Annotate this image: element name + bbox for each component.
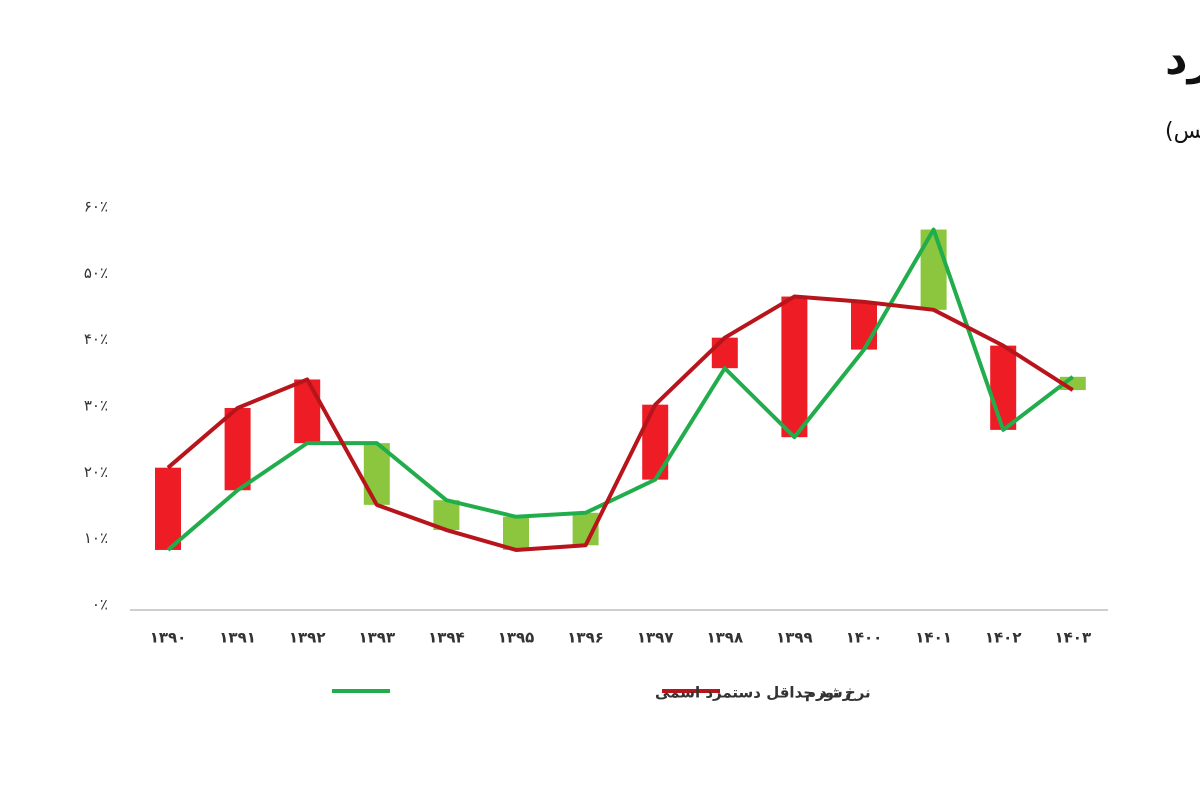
x-tick-label: ۱۳۹۳ [358, 629, 395, 647]
gap-bar [294, 379, 321, 444]
x-tick-label: ۱۳۹۵ [498, 629, 535, 647]
legend-label: رشد حداقل دستمزد اسمی [655, 684, 851, 702]
gap-bar [503, 516, 529, 550]
gap-bar [990, 345, 1017, 430]
x-tick-label: ۱۳۹۱ [219, 629, 256, 647]
chart-title: نرخ تورم و نرخ رشد حداقل دستمزد [1165, 34, 1200, 85]
x-tick-label: ۱۳۹۰ [150, 629, 187, 647]
x-tick-label: ۱۴۰۰ [846, 629, 883, 647]
y-tick-label: ۰٪ [92, 596, 108, 614]
y-tick-label: ۶۰٪ [84, 198, 108, 216]
y-tick-label: ۴۰٪ [84, 330, 108, 348]
gap-bar [224, 407, 251, 491]
x-tick-label: ۱۳۹۷ [637, 629, 674, 647]
gap-bar [363, 443, 390, 505]
x-tick-label: ۱۳۹۴ [428, 629, 465, 647]
x-tick-label: ۱۳۹۲ [289, 629, 326, 647]
gap-bar [851, 301, 877, 350]
gap-bar [711, 337, 738, 369]
series-line [166, 294, 1074, 552]
x-tick-label: ۱۴۰۱ [915, 629, 952, 647]
y-tick-label: ۳۰٪ [84, 397, 108, 415]
y-tick-label: ۵۰٪ [84, 264, 108, 282]
y-tick-label: ۱۰٪ [84, 529, 108, 547]
x-tick-label: ۱۳۹۶ [567, 629, 604, 647]
x-tick-label: ۱۳۹۸ [706, 629, 743, 647]
x-tick-label: ۱۳۹۹ [776, 629, 813, 647]
y-tick-label: ۲۰٪ [84, 463, 108, 481]
gap-bar [155, 467, 181, 550]
legend-label: نرخ تورم [805, 684, 871, 702]
gap-bar [781, 296, 808, 438]
chart-subtitle: (واحد : درصد- منبع : مرکز پژوهش‌های مجلس… [1165, 119, 1200, 144]
series-line [166, 227, 1075, 552]
x-tick-label: ۱۴۰۲ [985, 629, 1022, 647]
x-tick-label: ۱۴۰۳ [1054, 629, 1091, 647]
